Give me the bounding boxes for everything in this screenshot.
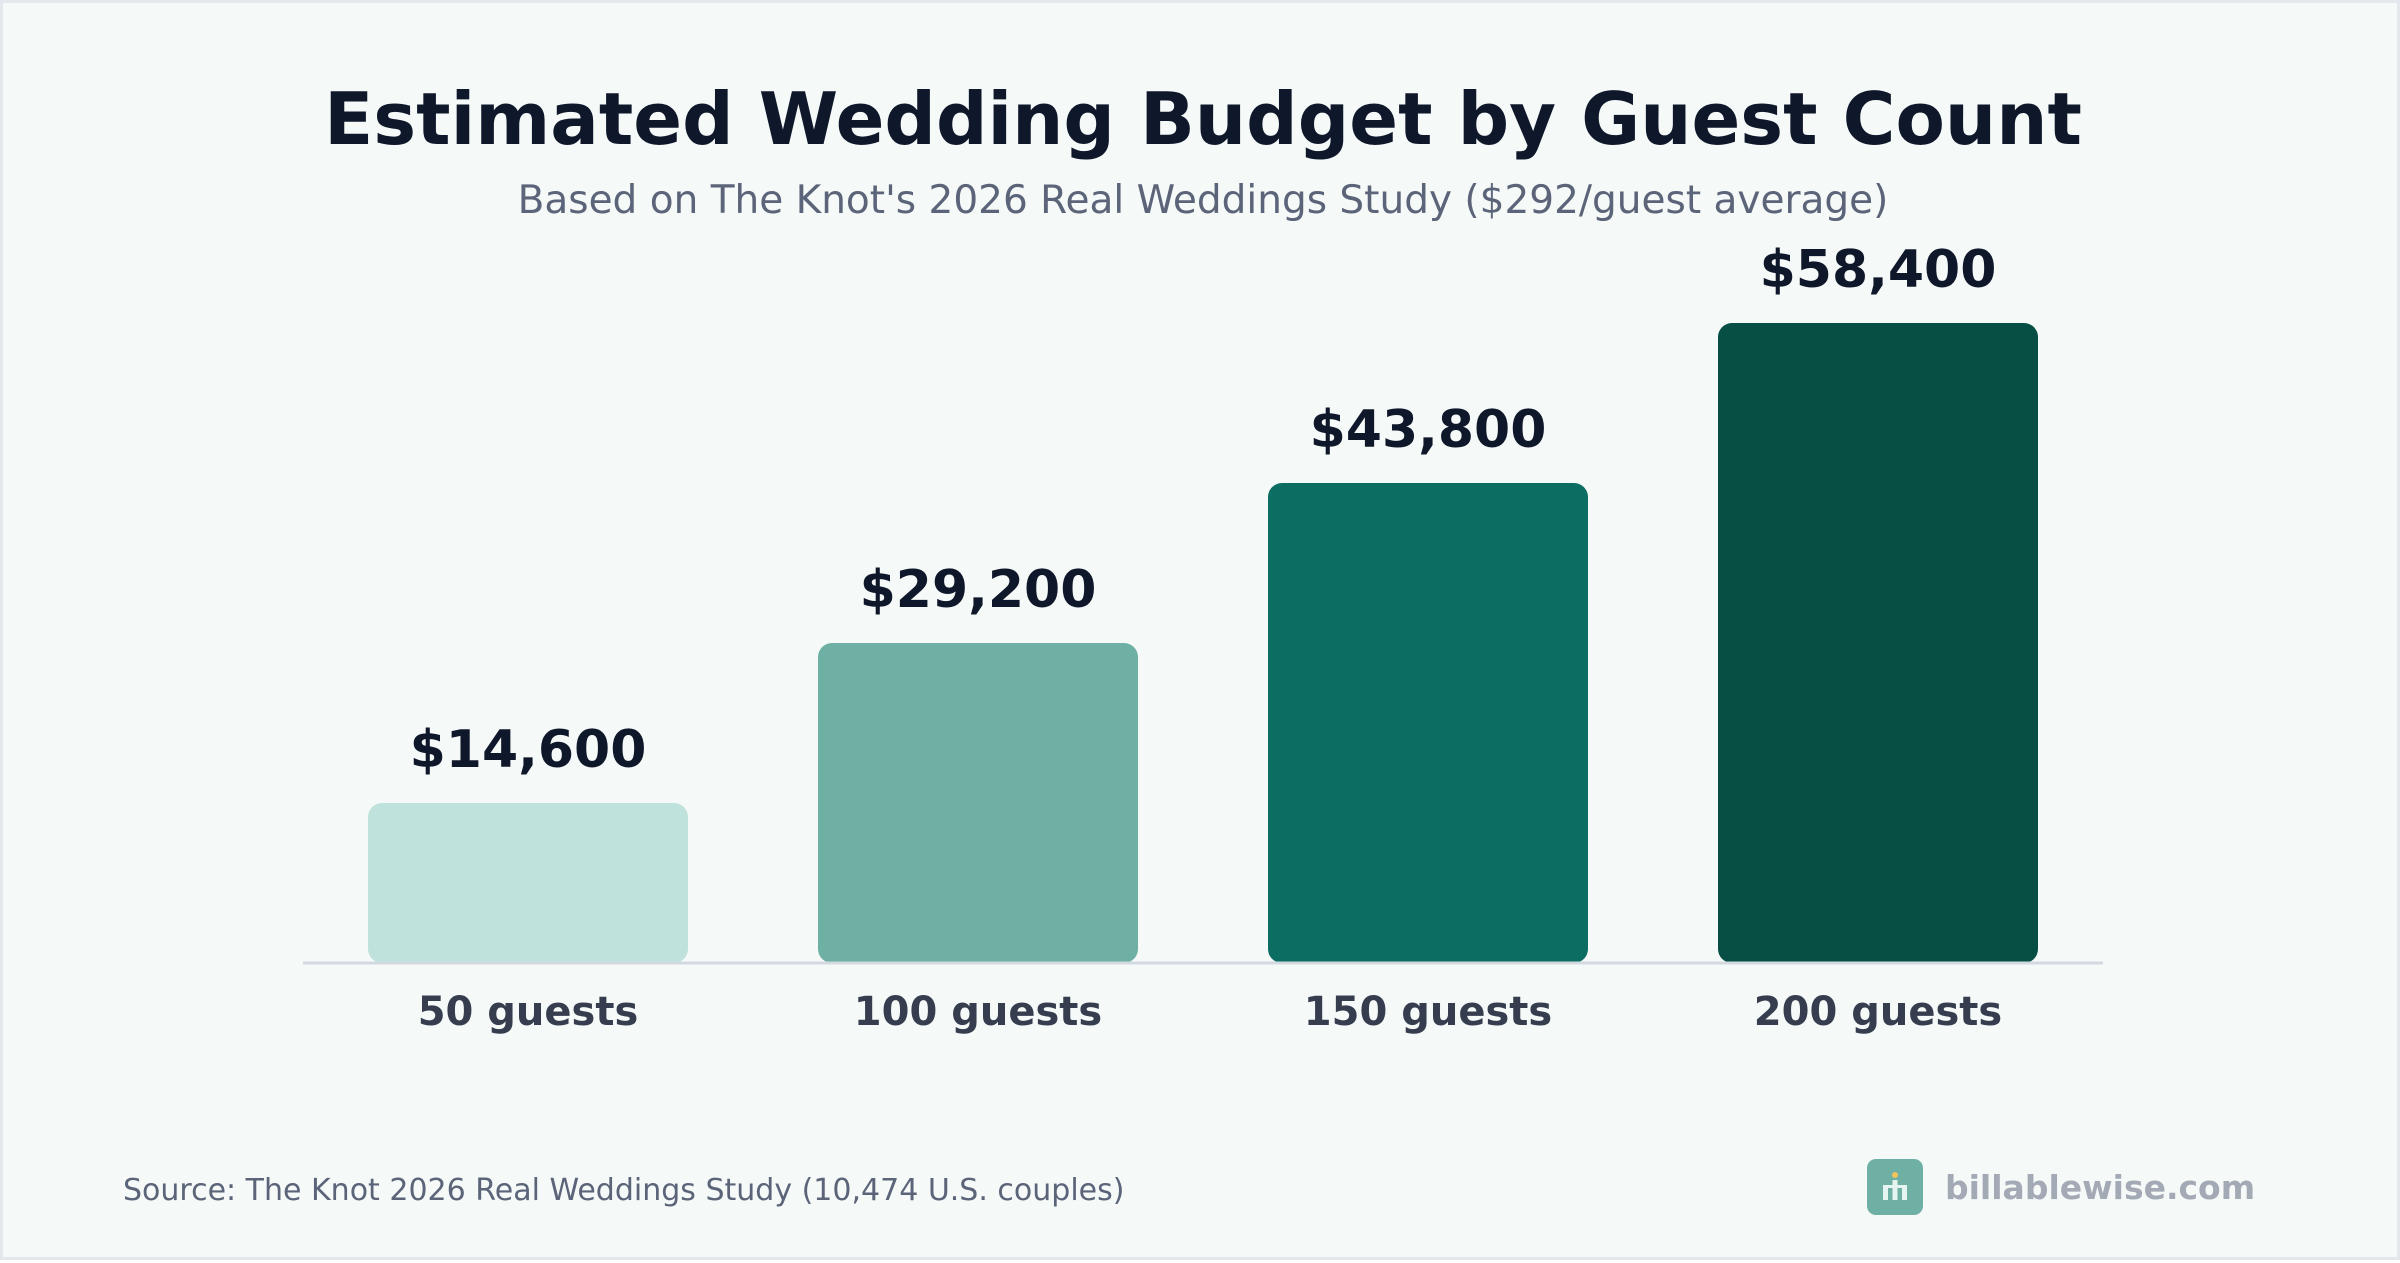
bar-4 <box>1718 323 2038 963</box>
brand-name: billablewise.com <box>1945 1167 2256 1207</box>
chart-building-icon <box>1867 1159 1923 1215</box>
bar-chart: $14,600 50 guests $29,200 100 guests $43,800… <box>303 240 2103 1035</box>
bar-3 <box>1268 483 1588 963</box>
chart-subtitle: Based on The Knot's 2026 Real Weddings S… <box>517 178 1889 223</box>
bar-2 <box>818 643 1138 963</box>
value-label-1: $14,600 <box>410 720 647 780</box>
value-label-2: $29,200 <box>860 560 1097 620</box>
category-label-4: 200 guests <box>1754 989 2002 1035</box>
brand-link[interactable]: billablewise.com <box>1867 1158 2255 1216</box>
bar-1 <box>368 803 688 963</box>
labels-layer: $14,600 50 guests $29,200 100 guests $43,800… <box>410 240 2003 1035</box>
bars-layer <box>368 323 2038 963</box>
source-note: Source: The Knot 2026 Real Weddings Stud… <box>123 1173 1125 1208</box>
chart-title: Estimated Wedding Budget by Guest Count <box>324 77 2082 161</box>
category-label-3: 150 guests <box>1304 989 1552 1035</box>
category-label-2: 100 guests <box>854 989 1102 1035</box>
value-label-3: $43,800 <box>1310 400 1547 460</box>
category-label-1: 50 guests <box>418 989 639 1035</box>
value-label-4: $58,400 <box>1760 240 1997 300</box>
